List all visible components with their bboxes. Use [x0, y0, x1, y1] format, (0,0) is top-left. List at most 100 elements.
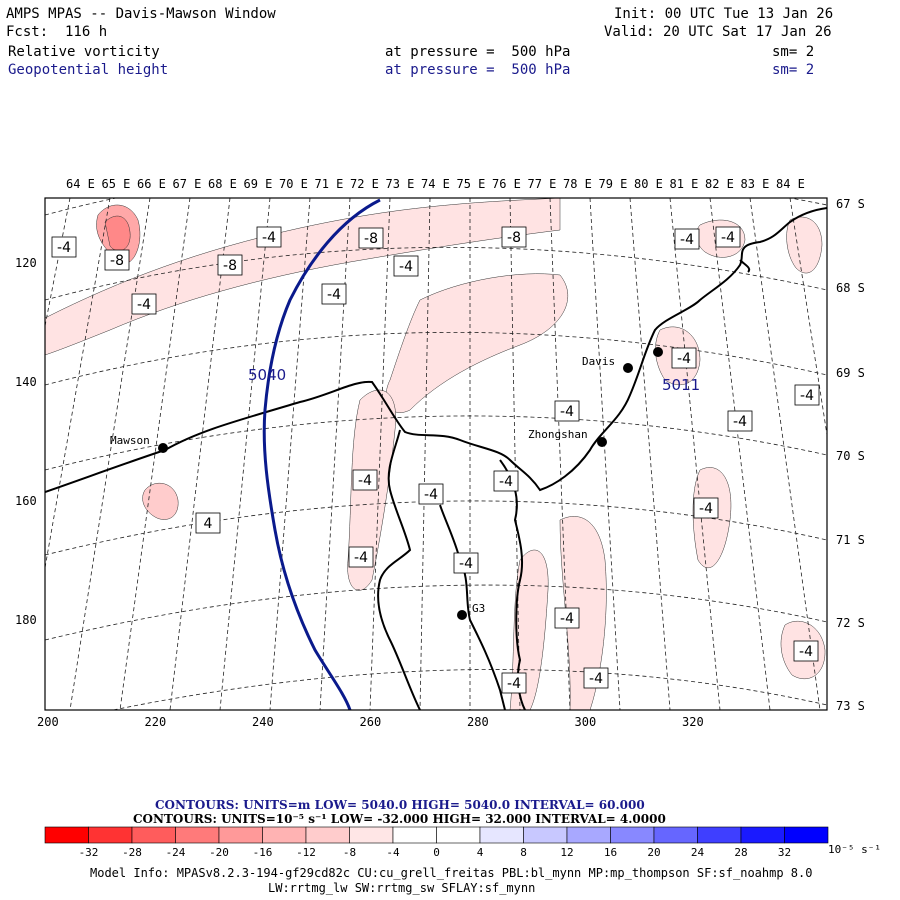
- colorbar-tick-label: 8: [520, 846, 527, 859]
- contour-label-box: [501, 226, 527, 248]
- colorbar-tick-label: -32: [78, 846, 99, 859]
- station-marker-davis[interactable]: [623, 363, 633, 373]
- station-label-mawson: Mawson: [110, 434, 150, 447]
- contour-label-box: [348, 546, 374, 568]
- colorbar-swatch: [44, 826, 89, 844]
- field1-smoothing: sm= 2: [772, 44, 815, 60]
- height-contour-5040: [262, 198, 381, 710]
- top-axis-label: 70 E: [279, 177, 308, 191]
- colorbar-tick-label: 16: [603, 846, 618, 859]
- top-axis-label: 82 E: [705, 177, 734, 191]
- contour-label: -4: [327, 287, 341, 303]
- top-axis-label: 65 E: [101, 177, 131, 191]
- colorbar-swatch: [88, 826, 133, 844]
- contour-label-box: [321, 283, 347, 305]
- height-label-5040: 5040: [248, 366, 286, 384]
- contour-label-box: [671, 347, 697, 369]
- station-marker-unnamed[interactable]: [653, 347, 663, 357]
- contour-label: -8: [223, 258, 237, 274]
- station-marker-mawson[interactable]: [158, 443, 168, 453]
- contour-label-group: -4 -8 -8 -4 -4 -8 -4 -4 -8 -4 -4 -4 -4 -4 -4 -4 -4 -4 -4 -4…: [51, 226, 820, 694]
- field1-name: Relative vorticity: [8, 44, 160, 60]
- vorticity-patch-mawson: [142, 482, 179, 520]
- vorticity-patch-far-ne: [786, 216, 823, 274]
- colorbar-tick-label: 4: [476, 846, 484, 859]
- top-axis-label: 64 E: [66, 177, 95, 191]
- top-axis-label: 83 E: [740, 177, 770, 191]
- colorbar-swatch: [131, 826, 176, 844]
- colorbar-tick-label: 20: [647, 846, 661, 859]
- colorbar-swatch: [523, 826, 568, 844]
- forecast-hour: Fcst: 116 h: [6, 24, 108, 40]
- model-info-line2: LW:rrtmg_lw SW:rrtmg_sw SFLAY:sf_mynn: [268, 881, 536, 895]
- colorbar-swatch: [566, 826, 611, 844]
- contour-label-box: [715, 226, 741, 248]
- contour-label: -4: [399, 259, 413, 275]
- contour-label-box: [693, 497, 719, 519]
- contour-label-box: [554, 400, 580, 422]
- top-axis-label: 66 E: [137, 177, 166, 191]
- colorbar-tick-label: -28: [122, 846, 142, 859]
- station-marker-zhongshan[interactable]: [597, 437, 607, 447]
- bottom-axis-label: 320: [682, 715, 704, 729]
- bottom-axis-label: 240: [252, 715, 274, 729]
- colorbar-tick-label: 24: [690, 846, 705, 859]
- top-axis-label: 72 E: [350, 177, 379, 191]
- contour-label: -4: [57, 240, 71, 256]
- contour-label: -4: [733, 414, 747, 430]
- field2-name: Geopotential height: [8, 62, 169, 78]
- contour-label: -4: [677, 351, 691, 367]
- contour-label: -4: [560, 404, 574, 420]
- colorbar-swatch: [697, 826, 742, 844]
- map-title: AMPS MPAS -- Davis-Mawson Window: [6, 6, 276, 22]
- colorbar-tick-label: -24: [165, 846, 186, 859]
- colorbar-swatch: [392, 826, 437, 844]
- map-frame: [44, 197, 828, 711]
- contour-label: -4: [499, 474, 513, 490]
- colorbar-swatch: [305, 826, 350, 844]
- top-axis-label: 77 E: [527, 177, 557, 191]
- coastline: [45, 207, 827, 710]
- contour-label: -4: [699, 501, 713, 517]
- contour-label: -4: [800, 388, 814, 404]
- right-axis-label: 69 S: [836, 366, 865, 380]
- colorbar-tick-label: 32: [777, 846, 792, 859]
- colorbar-tick-label: -4: [386, 846, 400, 859]
- top-axis-label: 67 E: [172, 177, 202, 191]
- contour-label-box: [256, 226, 282, 248]
- top-axis-label: 79 E: [598, 177, 628, 191]
- colorbar-swatch: [262, 826, 307, 844]
- colorbar-swatch: [436, 826, 481, 844]
- longitude-lines: [45, 198, 827, 710]
- top-axis-label: 68 E: [208, 177, 237, 191]
- contour-label: -4: [721, 230, 735, 246]
- top-axis-label: 76 E: [492, 177, 521, 191]
- init-time: Init: 00 UTC Tue 13 Jan 26: [614, 6, 834, 22]
- contour-label: -4: [354, 550, 368, 566]
- right-axis-label: 67 S: [836, 197, 865, 211]
- colorbar-tick-label: -12: [296, 846, 316, 859]
- contour-label: -4: [358, 473, 372, 489]
- top-axis-label: 71 E: [314, 177, 344, 191]
- contour-label-box: [674, 228, 700, 250]
- contour-label-box: [104, 249, 130, 271]
- contour-label: -8: [364, 231, 378, 247]
- contour-label-box: [131, 293, 157, 315]
- station-label-zhongshan: Zhongshan: [528, 428, 588, 441]
- contour-label: -4: [424, 487, 438, 503]
- right-axis-label: 73 S: [836, 699, 865, 713]
- colorbar-swatch: [349, 826, 394, 844]
- station-markers: [158, 347, 663, 620]
- height-label-5011: 5011: [662, 376, 700, 394]
- vorticity-shading: [45, 198, 826, 710]
- colorbar-tick-label: 12: [560, 846, 574, 859]
- station-marker-g3[interactable]: [457, 610, 467, 620]
- contour-label-box: [794, 384, 820, 406]
- top-axis-label: 78 E: [563, 177, 592, 191]
- contour-label: -4: [507, 676, 521, 692]
- contour-label: -8: [110, 253, 124, 269]
- contour-label: -4: [560, 611, 574, 627]
- contour-label: -4: [589, 671, 603, 687]
- contour-label-box: [217, 254, 243, 276]
